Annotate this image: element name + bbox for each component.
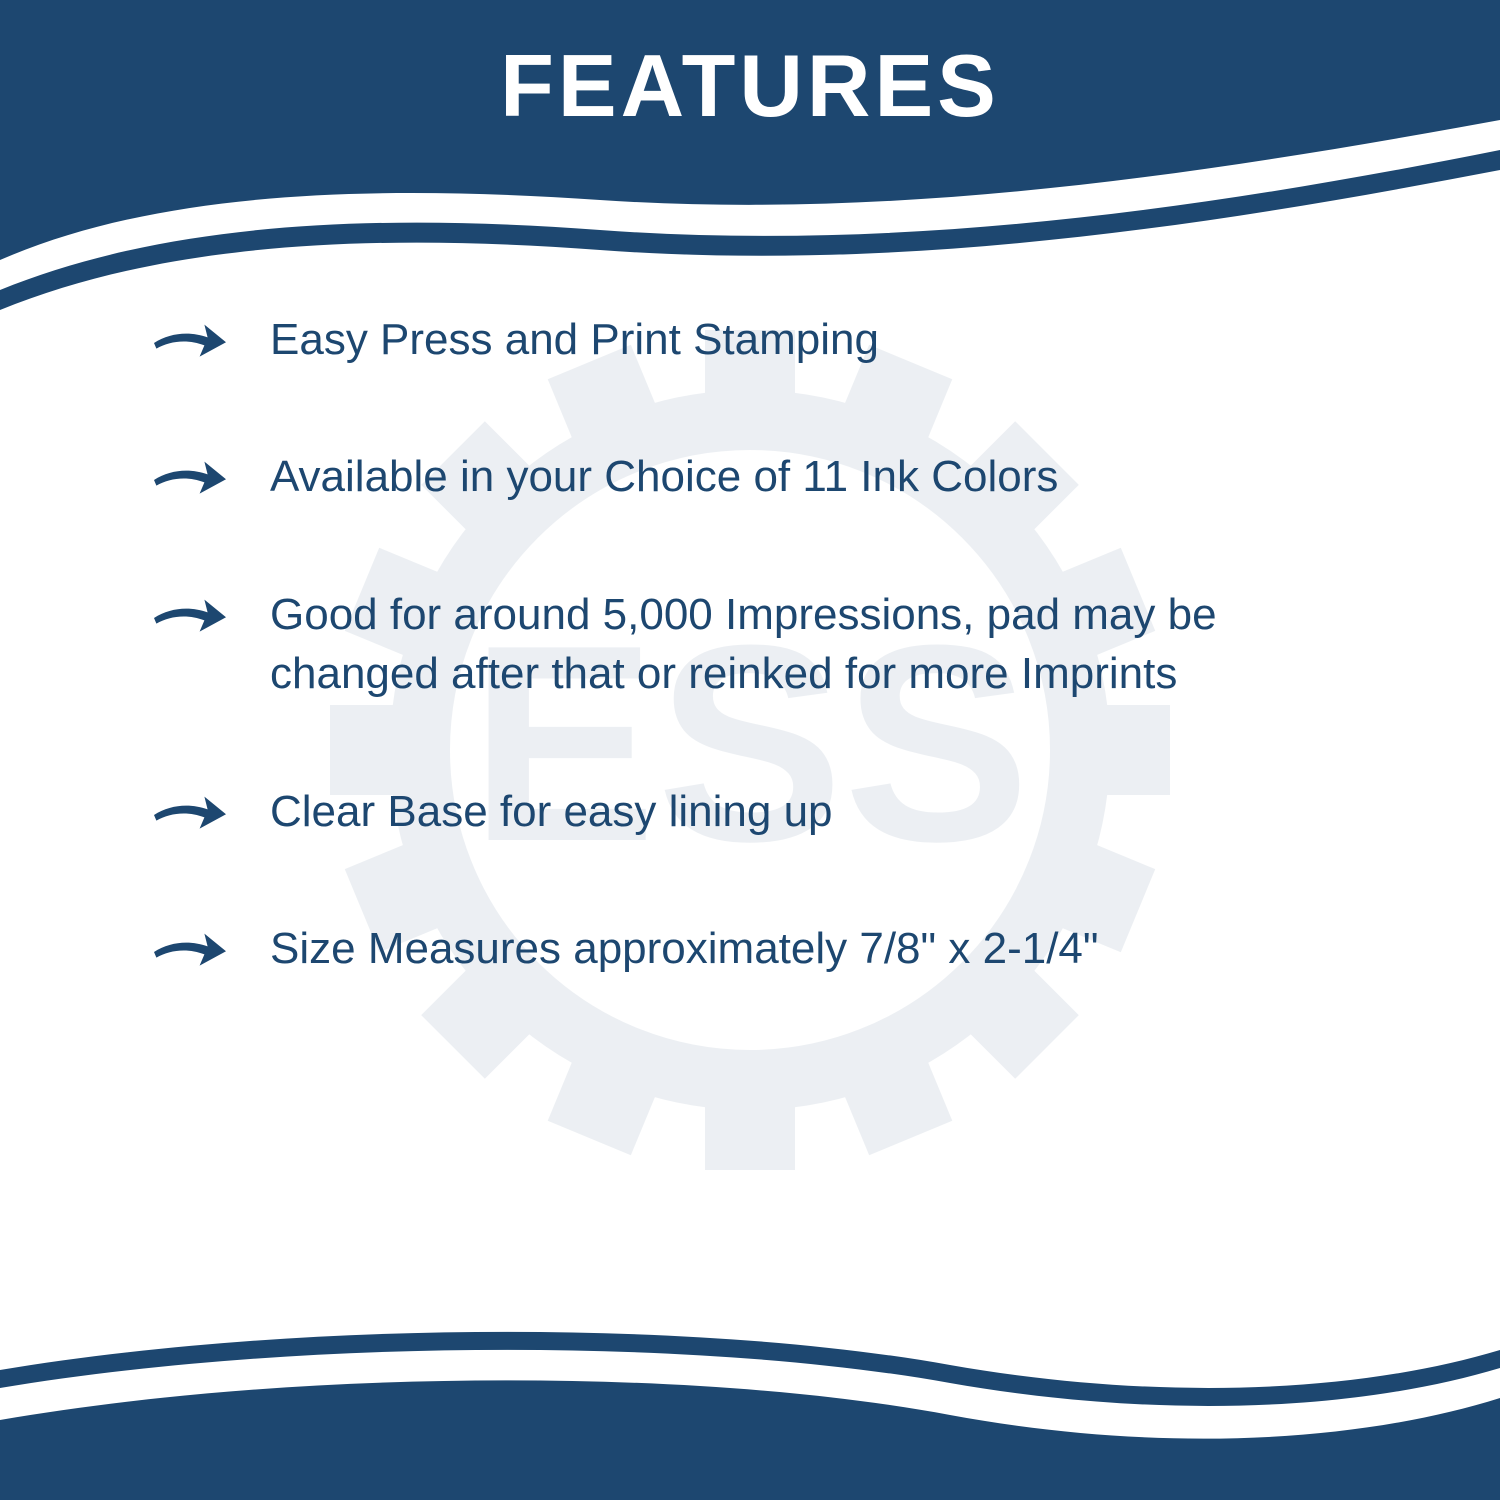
page-title: FEATURES (0, 35, 1500, 137)
list-item: Available in your Choice of 11 Ink Color… (150, 447, 1380, 506)
arrow-right-icon (150, 451, 230, 501)
arrow-right-icon (150, 786, 230, 836)
feature-text: Clear Base for easy lining up (270, 782, 833, 841)
arrow-right-icon (150, 314, 230, 364)
list-item: Clear Base for easy lining up (150, 782, 1380, 841)
arrow-right-icon (150, 589, 230, 639)
arrow-right-icon (150, 923, 230, 973)
feature-text: Good for around 5,000 Impressions, pad m… (270, 585, 1380, 704)
footer-wave-band (0, 1320, 1500, 1500)
features-list: Easy Press and Print Stamping Available … (150, 310, 1380, 1056)
feature-text: Size Measures approximately 7/8" x 2-1/4… (270, 919, 1099, 978)
list-item: Size Measures approximately 7/8" x 2-1/4… (150, 919, 1380, 978)
feature-text: Available in your Choice of 11 Ink Color… (270, 447, 1058, 506)
list-item: Good for around 5,000 Impressions, pad m… (150, 585, 1380, 704)
infographic-container: FEATURES (0, 0, 1500, 1500)
